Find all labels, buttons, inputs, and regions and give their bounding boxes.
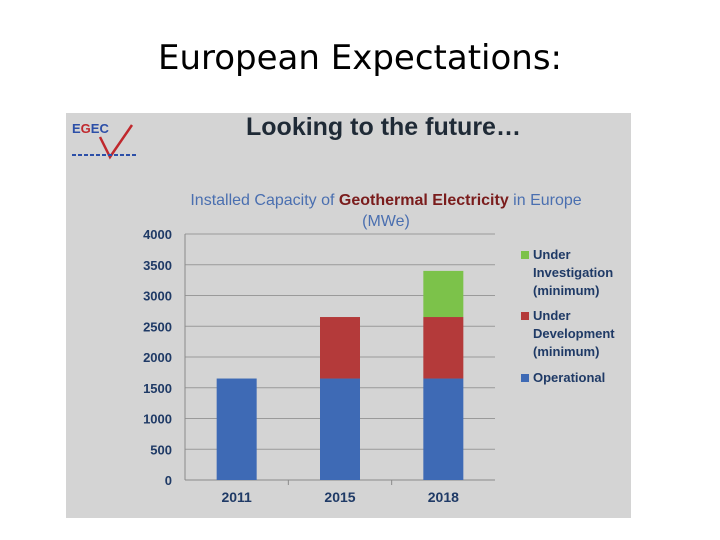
y-tick-label: 2000 xyxy=(143,350,172,365)
bar-under-development-minimum-2018 xyxy=(423,317,464,379)
chart-panel: EGEC Looking to the future… Installed Ca… xyxy=(66,113,631,518)
y-tick-label: 2500 xyxy=(143,319,172,334)
y-tick-label: 1000 xyxy=(143,412,172,427)
y-tick-label: 3000 xyxy=(143,289,172,304)
legend-label: Under xyxy=(533,247,571,262)
logo-text: EGEC xyxy=(72,121,109,136)
bar-operational-2011 xyxy=(216,378,257,480)
legend-label: (minimum) xyxy=(533,344,599,359)
x-tick-label: 2018 xyxy=(428,489,459,505)
slide-title: European Expectations: xyxy=(157,38,562,78)
legend-label: Development xyxy=(533,326,615,341)
y-tick-label: 1500 xyxy=(143,381,172,396)
logo-check-icon xyxy=(72,124,136,160)
y-tick-label: 0 xyxy=(165,473,172,488)
bar-operational-2018 xyxy=(423,378,464,480)
legend-swatch xyxy=(521,251,529,259)
bar-under-investigation-minimum-2018 xyxy=(423,270,464,318)
chart-title: Installed Capacity of Geothermal Electri… xyxy=(190,192,582,230)
y-tick-label: 4000 xyxy=(143,227,172,242)
legend-label: Operational xyxy=(533,370,605,385)
legend-label: Investigation xyxy=(533,265,613,280)
heading: Looking to the future… xyxy=(246,113,521,141)
x-tick-label: 2011 xyxy=(221,489,252,505)
legend-label: Under xyxy=(533,308,571,323)
y-tick-label: 3500 xyxy=(143,258,172,273)
egec-logo: EGEC xyxy=(70,117,136,161)
bar-operational-2015 xyxy=(320,378,360,480)
x-tick-label: 2015 xyxy=(324,489,355,505)
y-tick-label: 500 xyxy=(150,442,172,457)
legend-swatch xyxy=(521,374,529,382)
bar-under-development-minimum-2015 xyxy=(320,317,360,379)
legend-swatch xyxy=(521,312,529,320)
bar-chart: 0 500 1000 1500 2000 2500 3000 3500 4000 2011 2015… xyxy=(143,227,615,505)
legend-label: (minimum) xyxy=(533,283,599,298)
